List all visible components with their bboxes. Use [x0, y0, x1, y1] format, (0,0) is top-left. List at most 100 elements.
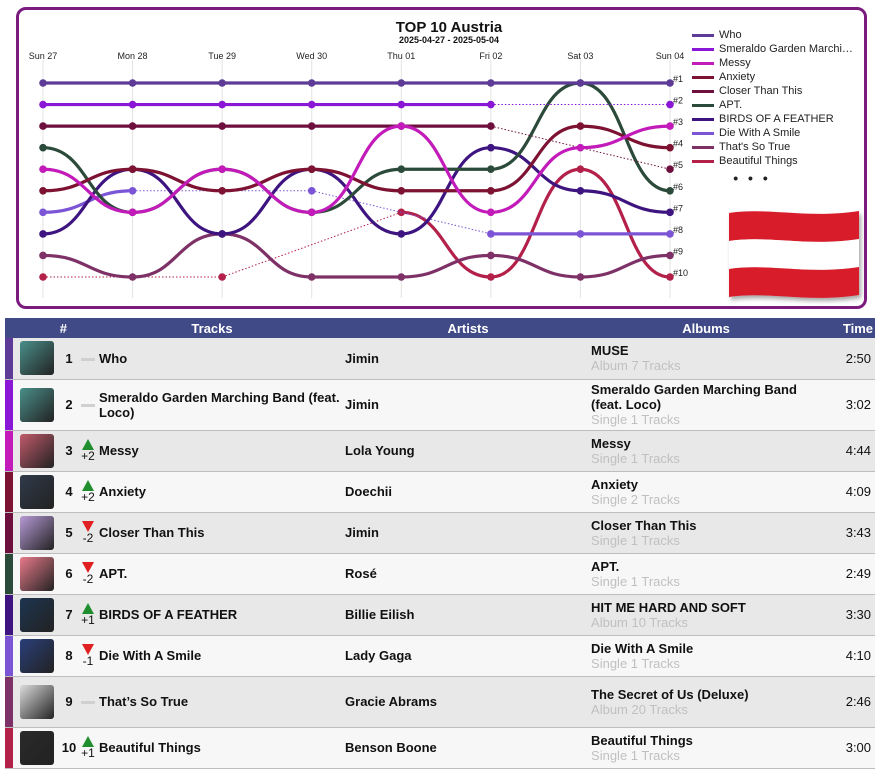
- artist-name[interactable]: Jimin: [345, 338, 592, 380]
- header-artists[interactable]: Artists: [345, 318, 592, 338]
- album-name[interactable]: HIT ME HARD AND SOFT: [591, 599, 746, 615]
- artist-name[interactable]: Billie Eilish: [345, 594, 592, 636]
- album-art-cell: [13, 727, 59, 769]
- table-row[interactable]: 5 -2 Closer Than This Jimin Closer Than This…: [5, 512, 876, 554]
- artist-name[interactable]: Jimin: [345, 379, 592, 431]
- album-art[interactable]: [20, 597, 54, 632]
- data-point: [307, 186, 316, 195]
- data-point: [576, 122, 585, 130]
- album-name[interactable]: Die With A Smile: [591, 640, 694, 656]
- track-title[interactable]: That’s So True: [97, 676, 346, 728]
- data-point: [576, 230, 585, 238]
- album-art-cell: [13, 379, 59, 431]
- track-title[interactable]: Anxiety: [97, 471, 346, 513]
- album-name[interactable]: The Secret of Us (Deluxe): [591, 686, 749, 702]
- track-title[interactable]: Messy: [97, 430, 346, 472]
- data-point: [218, 186, 226, 195]
- track-title[interactable]: BIRDS OF A FEATHER: [97, 594, 346, 636]
- data-point: [128, 79, 137, 87]
- table-row[interactable]: 6 -2 APT. Rosé APT. Single 1 Tracks 2:49: [5, 553, 876, 595]
- track-title[interactable]: Smeraldo Garden Marching Band (feat. Loc…: [97, 379, 346, 431]
- row-color-bar: [5, 676, 13, 728]
- artist-name[interactable]: Lola Young: [345, 430, 592, 472]
- rank-number: 5: [59, 512, 80, 554]
- data-point: [666, 143, 674, 152]
- track-title[interactable]: Die With A Smile: [97, 635, 346, 677]
- rank-chart-card: Sun 27 Mon 28 Tue 29 Wed 30 Thu 01 Fri 02 Sat …: [16, 7, 867, 309]
- data-point: [487, 122, 495, 130]
- legend-label: Closer Than This: [719, 85, 803, 97]
- legend-label: Messy: [719, 57, 751, 69]
- table-row[interactable]: 9 That’s So True Gracie Abrams The Secret o…: [5, 676, 876, 728]
- data-point: [666, 165, 674, 174]
- album-art[interactable]: [20, 387, 54, 422]
- album-art[interactable]: [20, 684, 54, 719]
- album-meta: Album 10 Tracks: [591, 614, 688, 630]
- artist-name[interactable]: Benson Boone: [345, 727, 592, 769]
- row-color-bar: [5, 430, 13, 472]
- series-line: [399, 167, 672, 279]
- artist-name[interactable]: Lady Gaga: [345, 635, 592, 677]
- album-art[interactable]: [20, 638, 54, 673]
- album-name[interactable]: MUSE: [591, 343, 629, 359]
- data-point: [666, 79, 674, 87]
- album-name[interactable]: Anxiety: [591, 476, 638, 492]
- album-name[interactable]: APT.: [591, 558, 620, 574]
- rank-tick-label: #1: [673, 74, 683, 84]
- artist-name[interactable]: Gracie Abrams: [345, 676, 592, 728]
- album-art[interactable]: [20, 474, 54, 509]
- data-point: [128, 122, 137, 130]
- track-duration: 4:09: [821, 471, 876, 513]
- album-cell[interactable]: MUSE Album 7 Tracks: [591, 338, 822, 380]
- table-row[interactable]: 10 +1 Beautiful Things Benson Boone Beautifu…: [5, 727, 876, 769]
- artist-name[interactable]: Rosé: [345, 553, 592, 595]
- track-title[interactable]: Closer Than This: [97, 512, 346, 554]
- data-point: [397, 230, 406, 238]
- album-cell[interactable]: Beautiful Things Single 1 Tracks: [591, 727, 822, 769]
- album-cell[interactable]: Closer Than This Single 1 Tracks: [591, 512, 822, 554]
- album-name[interactable]: Messy: [591, 435, 631, 451]
- album-cell[interactable]: Messy Single 1 Tracks: [591, 430, 822, 472]
- album-art[interactable]: [20, 433, 54, 468]
- track-title[interactable]: APT.: [97, 553, 346, 595]
- album-art[interactable]: [20, 730, 54, 765]
- album-cell[interactable]: Smeraldo Garden Marching Band (feat. Loc…: [591, 379, 822, 431]
- album-meta: Single 1 Tracks: [591, 655, 680, 671]
- header-albums[interactable]: Albums: [591, 318, 822, 338]
- album-cell[interactable]: HIT ME HARD AND SOFT Album 10 Tracks: [591, 594, 822, 636]
- legend-item: Smeraldo Garden Marching Band (feat. Loc…: [692, 42, 862, 56]
- artist-name[interactable]: Jimin: [345, 512, 592, 554]
- album-name[interactable]: Smeraldo Garden Marching Band (feat. Loc…: [591, 382, 797, 412]
- data-point: [128, 208, 137, 217]
- artist-name[interactable]: Doechii: [345, 471, 592, 513]
- chart-title: TOP 10 Austria: [395, 19, 503, 36]
- album-name[interactable]: Beautiful Things: [591, 732, 693, 748]
- table-row[interactable]: 3 +2 Messy Lola Young Messy Single 1 Tracks 4:…: [5, 430, 876, 472]
- rank-change: [79, 379, 98, 431]
- album-cell[interactable]: Die With A Smile Single 1 Tracks: [591, 635, 822, 677]
- legend-label: BIRDS OF A FEATHER: [719, 113, 834, 125]
- table-row[interactable]: 4 +2 Anxiety Doechii Anxiety Single 2 Tracks 4…: [5, 471, 876, 513]
- table-row[interactable]: 7 +1 BIRDS OF A FEATHER Billie Eilish HIT ME…: [5, 594, 876, 636]
- album-meta: Album 7 Tracks: [591, 358, 681, 374]
- arrow-down-icon: [82, 643, 95, 655]
- track-title[interactable]: Beautiful Things: [97, 727, 346, 769]
- album-cell[interactable]: The Secret of Us (Deluxe) Album 20 Tracks: [591, 676, 822, 728]
- album-cell[interactable]: APT. Single 1 Tracks: [591, 553, 822, 595]
- album-cell[interactable]: Anxiety Single 2 Tracks: [591, 471, 822, 513]
- album-art[interactable]: [20, 515, 54, 550]
- header-number[interactable]: #: [13, 318, 80, 338]
- table-row[interactable]: 2 Smeraldo Garden Marching Band (feat. Lo…: [5, 379, 876, 431]
- track-title[interactable]: Who: [97, 338, 346, 380]
- track-duration: 4:10: [821, 635, 876, 677]
- header-tracks[interactable]: Tracks: [79, 318, 346, 338]
- table-row[interactable]: 8 -1 Die With A Smile Lady Gaga Die With A S…: [5, 635, 876, 677]
- album-name[interactable]: Closer Than This: [591, 517, 697, 533]
- album-art[interactable]: [20, 556, 54, 591]
- table-row[interactable]: 1 Who Jimin MUSE Album 7 Tracks 2:50: [5, 338, 876, 380]
- album-meta: Single 1 Tracks: [591, 450, 680, 466]
- header-time[interactable]: Time: [821, 318, 876, 338]
- album-art[interactable]: [20, 341, 54, 376]
- data-point: [39, 79, 47, 87]
- track-duration: 3:02: [821, 379, 876, 431]
